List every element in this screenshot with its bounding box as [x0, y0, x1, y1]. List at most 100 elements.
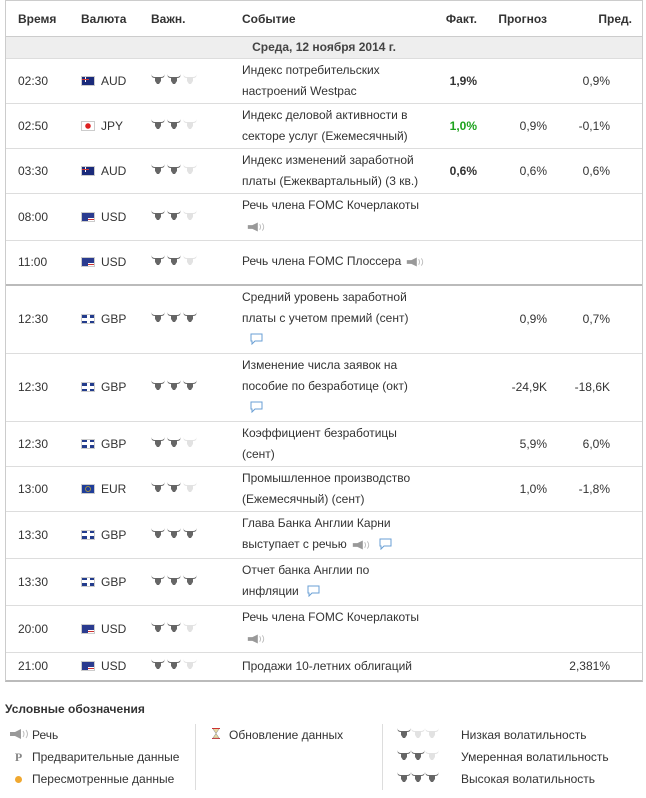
- bull-icon: [183, 73, 197, 84]
- currency-code: GBP: [101, 380, 127, 394]
- table-row[interactable]: 11:00 USD Речь члена FOMC Плоссера: [6, 240, 642, 285]
- col-event[interactable]: Событие: [236, 0, 426, 37]
- table-row[interactable]: 02:50 JPY Индекс деловой активности в се…: [6, 103, 642, 149]
- table-header: Время Валюта Важн. Событие Факт. Прогноз…: [6, 0, 642, 37]
- comment-icon[interactable]: [307, 583, 320, 604]
- currency-code: GBP: [101, 312, 127, 326]
- event-cell[interactable]: Промышленное производство (Ежемесячный) …: [236, 466, 426, 512]
- comment-icon[interactable]: [250, 399, 263, 420]
- previous-value: 0,6%: [551, 148, 642, 194]
- event-cell[interactable]: Коэффициент безработицы (сент): [236, 421, 426, 467]
- table-row[interactable]: 02:30 AUD Индекс потребительских настрое…: [6, 58, 642, 104]
- event-cell[interactable]: Средний уровень заработной платы с учето…: [236, 284, 426, 354]
- event-name[interactable]: Изменение числа заявок на пособие по без…: [242, 358, 408, 393]
- comment-icon[interactable]: [250, 331, 263, 352]
- table-row[interactable]: 20:00 USD Речь члена FOMC Кочерлакоты: [6, 605, 642, 653]
- bull-icon: [411, 750, 425, 760]
- bull-icon: [183, 574, 197, 585]
- currency-code: USD: [101, 659, 127, 673]
- event-name[interactable]: Отчет банка Англии по инфляции: [242, 563, 370, 598]
- actual-value: [426, 240, 481, 285]
- event-name[interactable]: Индекс деловой активности в секторе услу…: [242, 108, 408, 143]
- event-cell[interactable]: Речь члена FOMC Плоссера: [236, 240, 426, 285]
- event-cell[interactable]: Речь члена FOMC Кочерлакоты: [236, 605, 426, 653]
- event-name[interactable]: Промышленное производство (Ежемесячный) …: [242, 471, 411, 506]
- col-forecast[interactable]: Прогноз: [481, 0, 551, 37]
- event-cell[interactable]: Глава Банка Англии Карни выступает с реч…: [236, 511, 426, 559]
- table-row[interactable]: 13:00 EUR Промышленное производство (Еже…: [6, 466, 642, 512]
- table-row[interactable]: 13:30 GBP Отчет банка Англии по инфляции: [6, 558, 642, 606]
- importance: [146, 103, 236, 149]
- bull-icon: [151, 659, 165, 669]
- col-currency[interactable]: Валюта: [76, 0, 146, 37]
- flag-us-icon: [81, 211, 95, 222]
- comment-icon[interactable]: [379, 536, 392, 557]
- currency-code: JPY: [101, 118, 124, 133]
- event-name[interactable]: Глава Банка Англии Карни выступает с реч…: [242, 516, 391, 551]
- event-name[interactable]: Индекс потребительских настроений Westpa…: [242, 63, 380, 98]
- bull-icon: [151, 380, 165, 390]
- table-row[interactable]: 12:30 GBP Изменение числа заявок на посо…: [6, 353, 642, 422]
- table-row[interactable]: 13:30 GBP Глава Банка Англии Карни высту…: [6, 511, 642, 559]
- forecast-value: [481, 58, 551, 104]
- event-name[interactable]: Индекс изменений заработной платы (Ежекв…: [242, 153, 419, 188]
- hourglass-icon: [202, 724, 229, 746]
- bulls-low: [393, 724, 461, 746]
- event-cell[interactable]: Речь члена FOMC Кочерлакоты: [236, 193, 426, 241]
- flag-gb-icon: [81, 576, 95, 587]
- event-time: 08:00: [6, 193, 76, 241]
- event-cell[interactable]: Индекс изменений заработной платы (Ежекв…: [236, 148, 426, 194]
- bull-icon: [167, 380, 181, 390]
- preliminary-icon: P: [14, 750, 23, 764]
- importance: [146, 466, 236, 512]
- event-cell[interactable]: Индекс деловой активности в секторе услу…: [236, 103, 426, 149]
- previous-value: [551, 193, 642, 241]
- bull-icon: [151, 73, 165, 84]
- event-name[interactable]: Речь члена FOMC Кочерлакоты: [242, 198, 419, 212]
- event-currency: AUD: [76, 58, 146, 104]
- forecast-value: 5,9%: [481, 421, 551, 467]
- table-row[interactable]: 03:30 AUD Индекс изменений заработной пл…: [6, 148, 642, 194]
- bull-icon: [151, 621, 165, 632]
- actual-value: [426, 421, 481, 467]
- table-row[interactable]: 12:30 GBP Средний уровень заработной пла…: [6, 284, 642, 354]
- bull-icon: [183, 621, 197, 632]
- bull-icon: [397, 772, 411, 782]
- actual-value: [426, 353, 481, 422]
- legend-title: Условные обозначения: [5, 702, 145, 716]
- legend-speech: Речь: [32, 728, 59, 742]
- bull-icon: [411, 728, 425, 738]
- event-name[interactable]: Продажи 10-летних облигаций: [242, 659, 413, 673]
- table-row[interactable]: 08:00 USD Речь члена FOMC Кочерлакоты: [6, 193, 642, 241]
- table-row[interactable]: 21:00 USD Продажи 10-летних облигаций 2,…: [6, 652, 642, 680]
- event-name[interactable]: Коэффициент безработицы (сент): [242, 426, 397, 461]
- bull-icon: [183, 380, 197, 390]
- event-cell[interactable]: Продажи 10-летних облигаций: [236, 652, 426, 680]
- speech-icon: [351, 536, 371, 557]
- col-importance[interactable]: Важн.: [146, 0, 236, 37]
- col-actual[interactable]: Факт.: [426, 0, 481, 37]
- event-cell[interactable]: Изменение числа заявок на пособие по без…: [236, 353, 426, 422]
- event-cell[interactable]: Отчет банка Англии по инфляции: [236, 558, 426, 606]
- bull-icon: [167, 527, 181, 538]
- previous-value: 0,7%: [551, 284, 642, 354]
- forecast-value: -24,9K: [481, 353, 551, 422]
- event-cell[interactable]: Индекс потребительских настроений Westpa…: [236, 58, 426, 104]
- event-currency: GBP: [76, 284, 146, 354]
- event-name[interactable]: Речь члена FOMC Плоссера: [242, 254, 402, 268]
- flag-au-icon: [81, 75, 95, 86]
- speech-icon: [246, 630, 266, 651]
- col-time[interactable]: Время: [6, 0, 76, 37]
- importance: [146, 193, 236, 241]
- table-row[interactable]: 12:30 GBP Коэффициент безработицы (сент)…: [6, 421, 642, 467]
- bull-icon: [167, 73, 181, 84]
- event-name[interactable]: Речь члена FOMC Кочерлакоты: [242, 610, 419, 624]
- bull-icon: [167, 209, 181, 220]
- currency-code: GBP: [101, 527, 127, 542]
- legend-low: Низкая волатильность: [393, 724, 609, 746]
- bull-icon: [183, 481, 197, 492]
- event-currency: EUR: [76, 466, 146, 512]
- event-name[interactable]: Средний уровень заработной платы с учето…: [242, 290, 409, 325]
- previous-value: -18,6K: [551, 353, 642, 422]
- col-previous[interactable]: Пред.: [551, 0, 642, 37]
